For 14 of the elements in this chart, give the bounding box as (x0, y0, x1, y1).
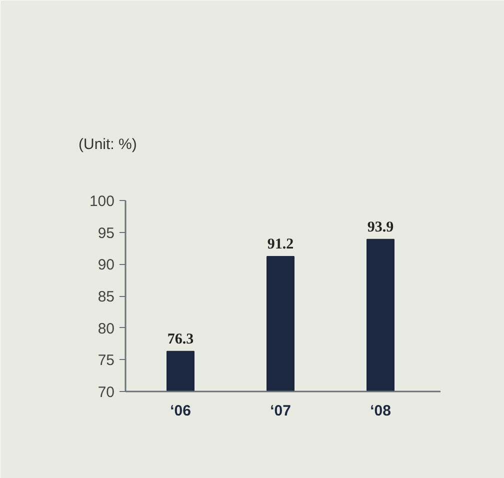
data-label: 91.2 (267, 236, 294, 253)
data-label: 93.9 (367, 219, 394, 236)
x-tick-label: ‘07 (270, 402, 291, 420)
y-tick-label: 70 (98, 384, 115, 401)
y-tick-label: 85 (98, 288, 115, 306)
chart-title: (Unit: %) (78, 136, 137, 153)
y-tick-label: 90 (98, 256, 115, 274)
x-tick-label: ‘08 (370, 402, 391, 420)
data-label: 76.3 (167, 331, 194, 348)
y-tick-label: 100 (89, 193, 115, 210)
y-tick-label: 80 (98, 320, 115, 338)
y-tick-label: 95 (98, 224, 115, 242)
y-tick-label: 75 (98, 352, 115, 370)
x-tick-label: ‘06 (170, 402, 191, 420)
